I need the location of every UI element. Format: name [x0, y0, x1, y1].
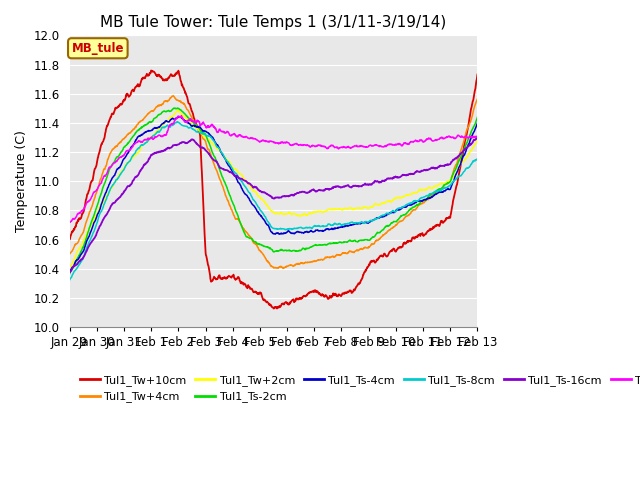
Text: MB_tule: MB_tule [72, 42, 124, 55]
Legend: Tul1_Tw+10cm, Tul1_Tw+4cm, Tul1_Tw+2cm, Tul1_Ts-2cm, Tul1_Ts-4cm, Tul1_Ts-8cm, T: Tul1_Tw+10cm, Tul1_Tw+4cm, Tul1_Tw+2cm, … [75, 371, 640, 407]
Title: MB Tule Tower: Tule Temps 1 (3/1/11-3/19/14): MB Tule Tower: Tule Temps 1 (3/1/11-3/19… [100, 15, 447, 30]
Y-axis label: Temperature (C): Temperature (C) [15, 130, 28, 232]
